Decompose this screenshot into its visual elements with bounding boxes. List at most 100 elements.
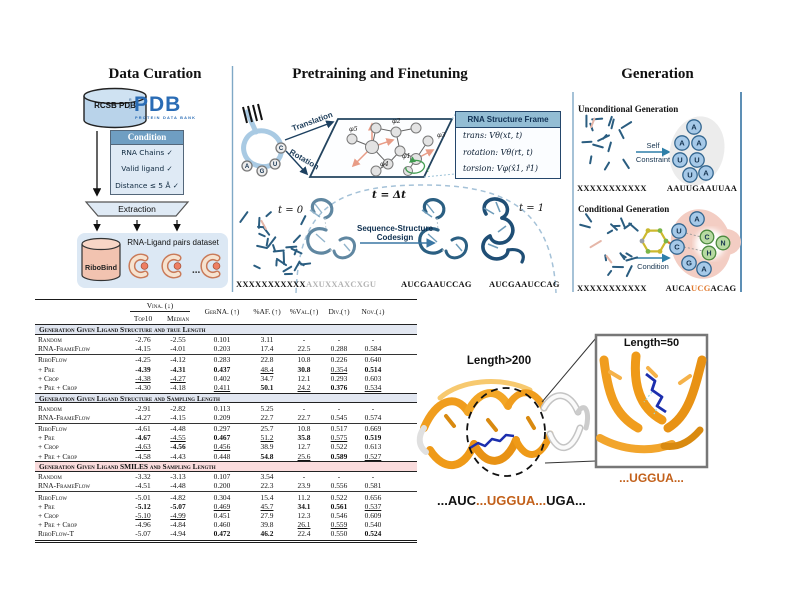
ribobind-cylinder-icon xyxy=(81,237,121,282)
nucleotide-circle xyxy=(696,261,712,277)
metric-value: 0.514 xyxy=(364,364,382,374)
condition-item: Distance ≤ 5 Å ✓ xyxy=(115,180,179,190)
metric-value: 0.613 xyxy=(364,442,382,452)
table-row: + Crop -4.38 -4.27 0.402 34.7 12.1 0.293 0.603 xyxy=(35,374,417,383)
metric-value: - xyxy=(337,472,341,482)
metric-value: 51.2 xyxy=(260,433,274,443)
col-header-top10: Top10 xyxy=(133,313,153,323)
metric-value: -4.56 xyxy=(170,442,186,452)
metric-value: 12.3 xyxy=(297,511,311,520)
metric-value: 34.7 xyxy=(260,373,274,383)
rna-stick xyxy=(603,161,611,171)
metric-value: 0.581 xyxy=(364,481,382,491)
rna-stick xyxy=(625,264,633,277)
rcsb-pdb-cylinder-label: RCSB PDB xyxy=(94,101,136,110)
metric-value: -4.01 xyxy=(170,344,186,354)
panel-title-data-curation: Data Curation xyxy=(108,66,202,82)
loop-nucleotide-letter: A xyxy=(245,164,250,170)
table-section-header: Generation Given Ligand Structure and tr… xyxy=(35,324,417,335)
metric-value: 0.517 xyxy=(330,424,348,433)
metric-value: -4.61 xyxy=(135,424,151,433)
metric-value: 39.8 xyxy=(260,520,274,530)
metric-value: - xyxy=(302,403,306,413)
nucleotide-circle xyxy=(686,119,702,135)
metric-value: 0.437 xyxy=(213,364,231,374)
metric-value: - xyxy=(371,335,375,344)
ribobind-art: ... xyxy=(81,237,228,282)
nucleotide-circle xyxy=(681,255,697,271)
metric-value: -4.18 xyxy=(170,382,186,392)
method-name: RiboFlow xyxy=(38,492,68,502)
metric-value: -2.76 xyxy=(135,335,151,344)
helix-hatch-icon xyxy=(242,103,263,124)
col-header-metric: GerNA. (↑) xyxy=(204,307,240,316)
rna-stick xyxy=(581,141,593,144)
metric-value: 0.460 xyxy=(213,520,231,530)
metric-value: 22.7 xyxy=(260,412,274,422)
rna-stick xyxy=(606,141,612,154)
rna-stick xyxy=(578,223,591,229)
nucleotide-circle xyxy=(689,152,705,168)
extraction-label: Extraction xyxy=(118,204,156,214)
pdb-logo-vertical-text: RCSB xyxy=(129,98,134,111)
rna-stick xyxy=(589,240,602,249)
rna-sticks-cluster-t0 xyxy=(236,210,314,280)
col-header-median: Median xyxy=(166,313,190,323)
time-label-t1: t = 1 xyxy=(519,203,545,214)
ligand-molecule-icon xyxy=(639,228,674,254)
metric-value: -3.13 xyxy=(170,472,186,482)
ligand-pair-icon xyxy=(165,257,181,275)
metric-value: -5.07 xyxy=(135,529,151,539)
metric-value: 48.4 xyxy=(260,364,274,374)
atom-letter: C xyxy=(704,235,709,242)
table-row: Random -2.91 -2.82 0.113 5.25 - - - xyxy=(35,404,417,413)
metric-value: 0.550 xyxy=(330,529,348,539)
metric-value: 0.546 xyxy=(330,511,348,520)
method-name: + Pre xyxy=(38,501,55,511)
ribobind-dataset-box: ... RNA-Ligand pairs dataset RiboBind xyxy=(77,233,228,288)
loop-nucleotide-letter: C xyxy=(279,146,284,152)
zoom-region-dashed-circle xyxy=(466,387,546,477)
metric-value: -4.31 xyxy=(170,364,186,374)
ligand-pair-icon xyxy=(204,257,220,275)
metric-value: - xyxy=(337,335,341,344)
rna-structure-final xyxy=(481,197,526,264)
rna-stick xyxy=(292,234,302,245)
metric-value: 50.1 xyxy=(260,382,274,392)
atom-letter: N xyxy=(720,241,725,248)
metric-value: -5.07 xyxy=(170,501,186,511)
metric-value: -3.32 xyxy=(135,472,151,482)
ligand-stick-model xyxy=(469,433,515,450)
metric-value: 25.6 xyxy=(297,451,311,461)
conditional-output-seq: AUCAUCGACAG xyxy=(660,283,742,293)
metric-value: -2.55 xyxy=(170,335,186,344)
table-row-group: Random -2.76 -2.55 0.101 3.11- - - RNA-FrameFlo… xyxy=(35,335,417,354)
metric-value: 0.107 xyxy=(213,472,231,482)
table-row: Random -2.76 -2.55 0.101 3.11 - - - xyxy=(35,335,417,344)
metric-value: 11.2 xyxy=(297,492,311,502)
metric-value: -5.12 xyxy=(135,501,151,511)
metric-value: 0.527 xyxy=(364,451,382,461)
nucleotide-letter: U xyxy=(687,171,692,180)
method-name: RNA-FrameFlow xyxy=(38,481,91,491)
metric-value: - xyxy=(337,403,341,413)
loop-nucleotide-letter: U xyxy=(273,162,277,168)
sequence-label-mid: AUCGAAUCCAG xyxy=(401,279,472,289)
unconditional-heading: Unconditional Generation xyxy=(578,104,679,114)
self-constraint-label-top: Self xyxy=(646,141,660,150)
loop-nucleotide-circle xyxy=(275,142,287,154)
rna-stick xyxy=(284,272,294,276)
table-row: RiboFlow -4.61 -4.48 0.297 25.7 10.8 0.517 0.66… xyxy=(35,424,417,433)
phi-angle-label: φ3 xyxy=(437,131,446,139)
metric-value: 0.469 xyxy=(213,501,231,511)
nucleotide-circle xyxy=(691,135,707,151)
metric-value: 0.574 xyxy=(364,412,382,422)
phi-angle-label: φ2 xyxy=(392,117,401,125)
method-name: + Pre + Crop xyxy=(38,451,78,461)
table-row: RiboFlow -5.01 -4.82 0.304 15.4 11.2 0.522 0.65… xyxy=(35,493,417,502)
conditional-heading: Conditional Generation xyxy=(578,204,670,214)
table-row: + Pre + Crop -4.96 -4.84 0.460 39.8 26.1 0.559… xyxy=(35,520,417,529)
metric-value: 0.559 xyxy=(330,520,348,530)
